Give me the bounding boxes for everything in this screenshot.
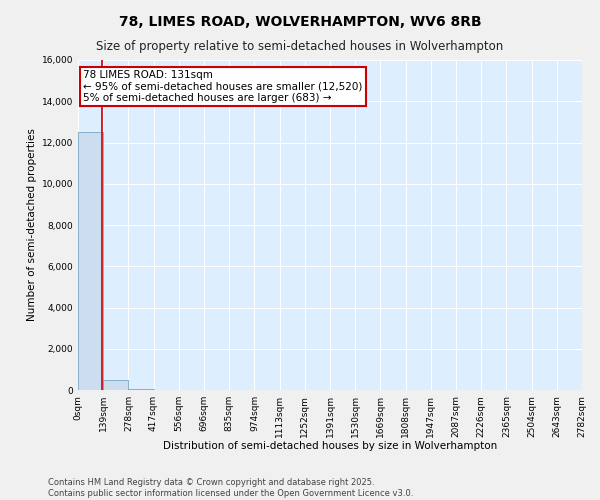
Bar — [78, 132, 103, 390]
Y-axis label: Number of semi-detached properties: Number of semi-detached properties — [28, 128, 37, 322]
Text: 78 LIMES ROAD: 131sqm
← 95% of semi-detached houses are smaller (12,520)
5% of s: 78 LIMES ROAD: 131sqm ← 95% of semi-deta… — [83, 70, 362, 103]
X-axis label: Distribution of semi-detached houses by size in Wolverhampton: Distribution of semi-detached houses by … — [163, 441, 497, 451]
Text: 78, LIMES ROAD, WOLVERHAMPTON, WV6 8RB: 78, LIMES ROAD, WOLVERHAMPTON, WV6 8RB — [119, 15, 481, 29]
Text: Contains HM Land Registry data © Crown copyright and database right 2025.
Contai: Contains HM Land Registry data © Crown c… — [48, 478, 413, 498]
Bar — [128, 389, 154, 390]
Bar — [103, 380, 128, 390]
Text: Size of property relative to semi-detached houses in Wolverhampton: Size of property relative to semi-detach… — [97, 40, 503, 53]
